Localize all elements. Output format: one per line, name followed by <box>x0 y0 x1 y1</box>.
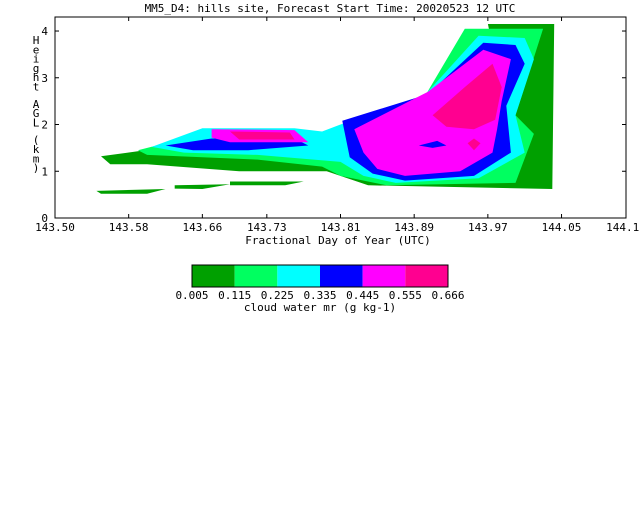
contour-region-level-0 <box>96 189 166 194</box>
x-tick-label: 143.89 <box>394 221 434 234</box>
y-tick-label: 0 <box>41 212 48 225</box>
x-tick-label: 143.97 <box>468 221 508 234</box>
colorbar-frame <box>191 264 449 288</box>
y-axis-label-char: e <box>33 43 40 56</box>
y-axis-label-char: g <box>33 62 40 75</box>
x-tick-label: 143.73 <box>247 221 287 234</box>
colorbar-tick-label: 0.115 <box>218 289 251 302</box>
colorbar-swatch <box>405 265 448 287</box>
colorbar-tick-label: 0.225 <box>261 289 294 302</box>
colorbar-swatch <box>320 265 363 287</box>
x-tick-label: 143.50 <box>35 221 75 234</box>
contour-region-level-3 <box>418 140 447 148</box>
y-axis-label-char: t <box>33 81 40 94</box>
y-axis-label-char: L <box>33 116 40 129</box>
y-tick-label: 4 <box>41 25 48 38</box>
x-axis: 143.50 143.58 143.66 143.73 143.81 143.89 143.… <box>35 17 640 234</box>
contour-region-level-0 <box>174 184 230 189</box>
colorbar-swatch <box>234 265 278 287</box>
colorbar-tick-label: 0.445 <box>346 289 379 302</box>
contour-plot <box>96 24 555 194</box>
y-axis-label-char: k <box>33 143 40 156</box>
contour-region-level-5 <box>432 63 502 130</box>
y-tick-label: 2 <box>41 119 48 132</box>
contour-region-level-5 <box>467 138 481 151</box>
colorbar-swatch <box>362 265 406 287</box>
contour-region-level-0 <box>230 181 304 186</box>
x-tick-label: 144.05 <box>542 221 582 234</box>
x-tick-label: 144.12 <box>606 221 640 234</box>
y-axis-label-char: G <box>33 107 40 120</box>
y-axis-label-char: H <box>33 34 40 47</box>
y-axis: 0 1 2 3 4 <box>41 25 626 225</box>
contour-region-level-5 <box>230 131 295 140</box>
colorbar-swatch <box>192 265 235 287</box>
y-tick-label: 1 <box>41 165 48 178</box>
x-tick-label: 143.66 <box>182 221 222 234</box>
chart-title: MM5_D4: hills site, Forecast Start Time:… <box>145 2 516 15</box>
colorbar-tick-label: 0.335 <box>303 289 336 302</box>
colorbar-label: cloud water mr (g kg-1) <box>244 301 396 314</box>
y-axis-label-char: ( <box>33 134 40 147</box>
colorbar-swatch <box>277 265 320 287</box>
x-tick-label: 143.58 <box>109 221 149 234</box>
colorbar-tick-label: 0.555 <box>389 289 422 302</box>
colorbar-tick-label: 0.005 <box>175 289 208 302</box>
y-axis-label-char: h <box>33 71 40 84</box>
y-tick-label: 3 <box>41 72 48 85</box>
y-axis-label-char: ) <box>33 162 40 175</box>
colorbar: 0.005 0.115 0.225 0.335 0.445 0.555 0.666 <box>175 264 465 302</box>
x-axis-label: Fractional Day of Year (UTC) <box>245 234 430 247</box>
x-tick-label: 143.81 <box>321 221 361 234</box>
y-axis-label-char: i <box>33 53 40 66</box>
colorbar-tick-label: 0.666 <box>431 289 464 302</box>
y-axis-label-char: m <box>33 152 40 165</box>
y-axis-label-char: A <box>33 98 40 111</box>
